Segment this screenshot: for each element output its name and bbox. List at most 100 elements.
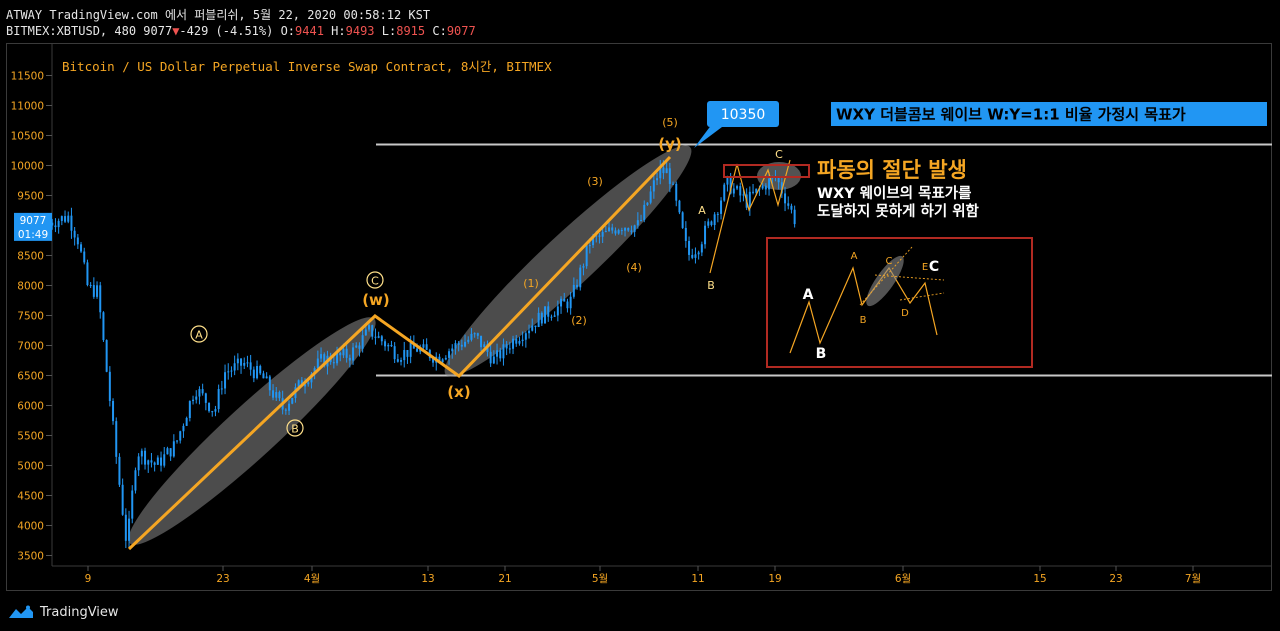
candle-body bbox=[118, 456, 121, 485]
candle-body bbox=[640, 220, 643, 222]
truncation-title: 파동의 절단 발생 bbox=[817, 158, 967, 182]
candle-body bbox=[787, 203, 790, 206]
candle-body bbox=[115, 421, 118, 457]
x-tick-label: 19 bbox=[768, 573, 781, 585]
candle-body bbox=[297, 380, 300, 388]
candle-body bbox=[99, 285, 102, 313]
truncation-box[interactable] bbox=[723, 164, 810, 178]
y-tick-label: 10000 bbox=[11, 161, 44, 173]
candle-body bbox=[582, 266, 585, 268]
candle-body bbox=[86, 262, 89, 286]
low-label: L: bbox=[381, 24, 397, 38]
candle-body bbox=[729, 176, 732, 194]
y-tick-label: 10500 bbox=[11, 131, 44, 143]
time-axis[interactable]: 9 23 4월 13 21 5월 11 19 6월 15 23 7월 bbox=[85, 566, 1202, 585]
candle-body bbox=[659, 167, 662, 179]
candle-body bbox=[368, 325, 371, 330]
candle-body bbox=[780, 182, 783, 194]
y-tick-label: 3500 bbox=[17, 551, 44, 563]
candle-body bbox=[80, 244, 83, 252]
candle-body bbox=[150, 460, 153, 463]
candle-body bbox=[89, 285, 92, 287]
candle-body bbox=[688, 240, 691, 255]
x-tick-label: 9 bbox=[85, 573, 92, 585]
candle-body bbox=[249, 362, 252, 370]
candle-body bbox=[793, 209, 796, 225]
candle-body bbox=[524, 333, 527, 340]
candle-body bbox=[268, 376, 271, 391]
candle-body bbox=[595, 235, 598, 237]
inset-label-a-large: A bbox=[803, 287, 814, 303]
x-tick-label: 15 bbox=[1033, 573, 1046, 585]
candle-body bbox=[57, 220, 60, 228]
wave-label-1: (1) bbox=[523, 277, 539, 290]
y-tick-label: 11500 bbox=[11, 71, 44, 83]
candle-body bbox=[588, 245, 591, 247]
candle-body bbox=[201, 389, 204, 394]
candle-body bbox=[489, 351, 492, 364]
y-tick-label: 5500 bbox=[17, 431, 44, 443]
symbol-timeframe[interactable]: BITMEX:XBTUSD, 480 bbox=[6, 24, 137, 38]
symbol-info-bar: BITMEX:XBTUSD, 480 9077▼-429 (-4.51%) O:… bbox=[6, 24, 476, 38]
candle-body bbox=[662, 167, 665, 174]
footer-brand[interactable]: TradingView bbox=[40, 604, 119, 620]
candle-body bbox=[515, 338, 518, 344]
candle-body bbox=[425, 344, 428, 350]
candle-body bbox=[364, 329, 367, 336]
high-label: H: bbox=[331, 24, 346, 38]
candle-body bbox=[585, 245, 588, 267]
candle-body bbox=[176, 440, 179, 442]
candle-body bbox=[457, 343, 460, 345]
candle-body bbox=[412, 342, 415, 349]
candle-body bbox=[668, 168, 671, 184]
y-tick-label: 6500 bbox=[17, 371, 44, 383]
candle-body bbox=[102, 312, 105, 341]
candle-body bbox=[76, 237, 79, 245]
wxy-trend-line[interactable] bbox=[127, 155, 672, 551]
candle-body bbox=[614, 230, 617, 234]
x-tick-label: 11 bbox=[691, 573, 704, 585]
candle-body bbox=[652, 180, 655, 192]
candle-body bbox=[416, 348, 419, 352]
candle-body bbox=[563, 298, 566, 302]
candle-body bbox=[211, 411, 214, 413]
abc-wave-line[interactable] bbox=[709, 159, 791, 274]
candle-body bbox=[633, 225, 636, 232]
candle-body bbox=[716, 213, 719, 215]
candle-body bbox=[678, 200, 681, 213]
candle-body bbox=[169, 448, 172, 457]
price-axis[interactable]: 3500 4000 4500 5000 5500 6000 6500 7000 7500 8000… bbox=[11, 71, 52, 563]
chart-frame[interactable] bbox=[6, 43, 1272, 591]
candle-body bbox=[576, 284, 579, 288]
footer: TradingView bbox=[8, 602, 119, 622]
candle-body bbox=[736, 186, 739, 189]
wave-label-5: (5) bbox=[662, 116, 678, 129]
y-tick-label: 9500 bbox=[17, 191, 44, 203]
candle-body bbox=[454, 343, 457, 349]
candle-body bbox=[761, 185, 764, 189]
candle-body bbox=[227, 371, 230, 373]
truncation-inset[interactable]: A B C D E A B C bbox=[766, 237, 1033, 368]
candle-body bbox=[528, 330, 531, 334]
candle-body bbox=[313, 368, 316, 374]
candle-body bbox=[713, 214, 716, 226]
price-callout[interactable]: 10350 bbox=[694, 101, 779, 148]
candle-body bbox=[275, 392, 278, 398]
candle-body bbox=[54, 225, 57, 228]
candle-body bbox=[358, 345, 361, 349]
candle-body bbox=[67, 215, 70, 222]
candle-body bbox=[220, 388, 223, 390]
candle-body bbox=[444, 357, 447, 360]
y-tick-label: 11000 bbox=[11, 101, 44, 113]
candle-body bbox=[252, 369, 255, 379]
candle-body bbox=[108, 371, 111, 401]
candle-body bbox=[361, 335, 364, 349]
inset-label-a-small: A bbox=[851, 251, 858, 262]
wave-label-2: (2) bbox=[571, 314, 587, 327]
candle-body bbox=[707, 221, 710, 226]
candle-body bbox=[105, 340, 108, 372]
candle-body bbox=[403, 350, 406, 361]
candle-body bbox=[259, 366, 262, 374]
wave-label-c-circle: C bbox=[366, 271, 384, 289]
